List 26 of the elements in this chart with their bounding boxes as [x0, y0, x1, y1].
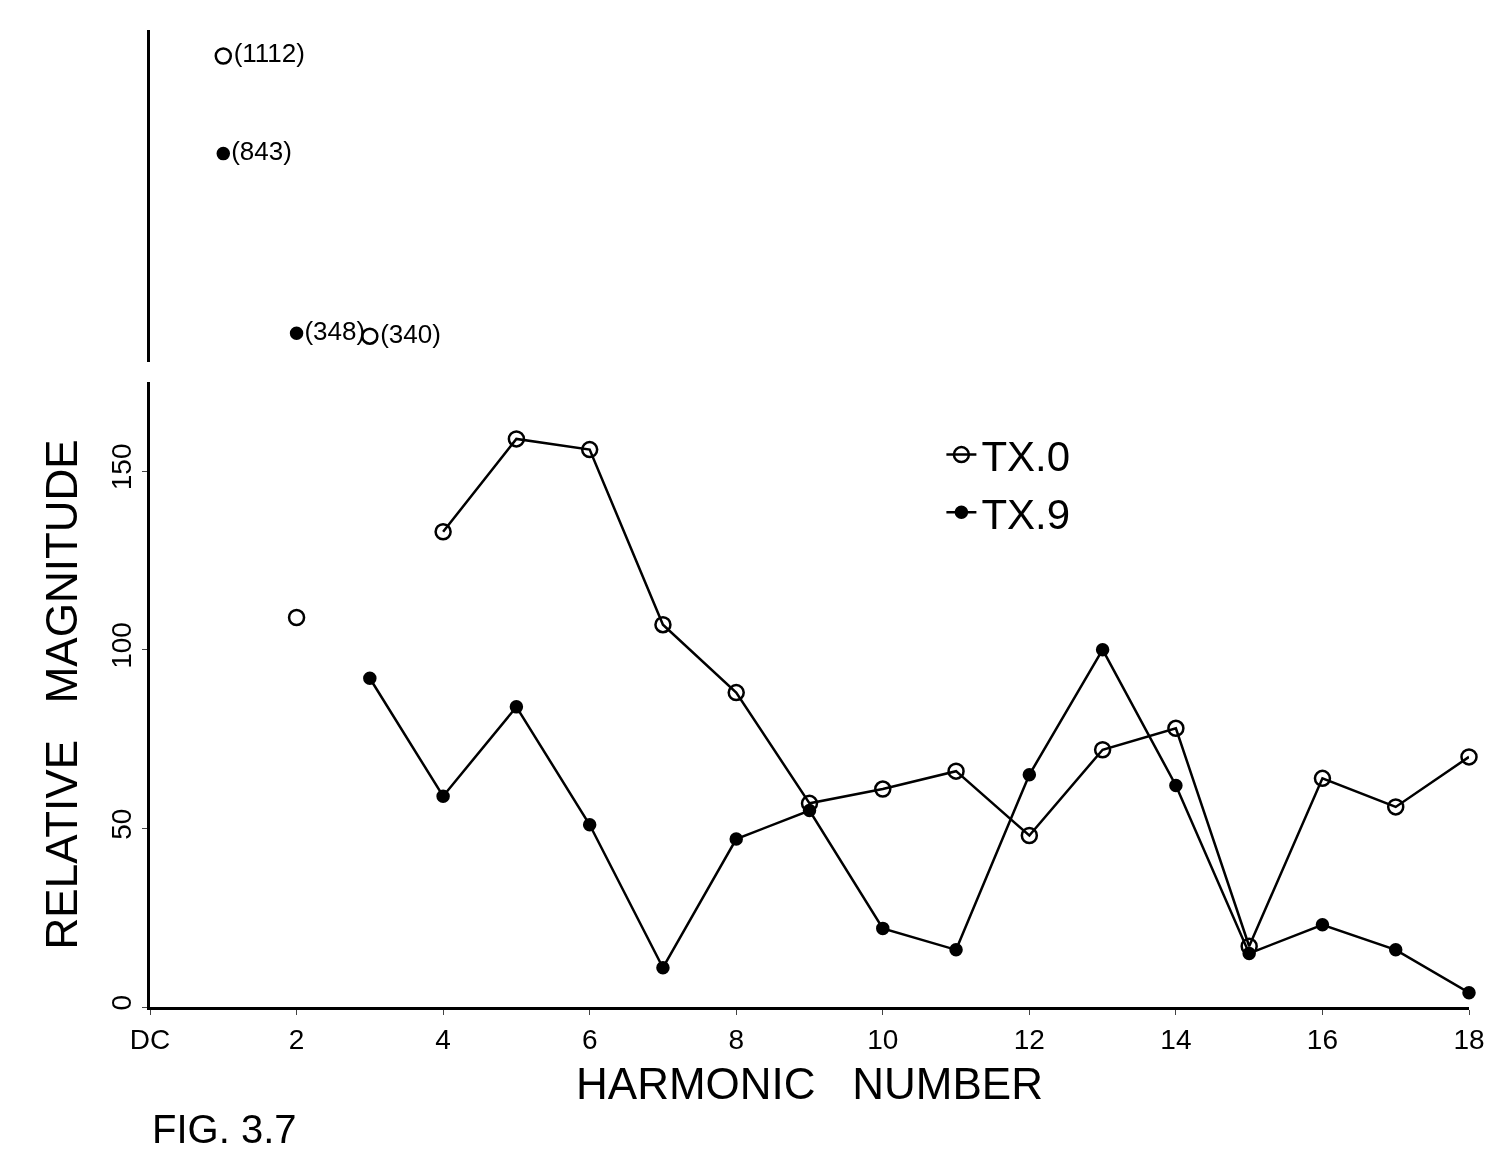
x-tick-label: 14	[1160, 1023, 1192, 1055]
point	[214, 47, 233, 65]
point	[289, 326, 304, 341]
x-tick-label: 4	[435, 1023, 451, 1055]
x-tick-label: 16	[1306, 1023, 1339, 1055]
y-tick-label: 150	[105, 443, 137, 491]
data-label: (843)	[231, 136, 292, 167]
data-label: (1112)	[233, 38, 305, 69]
x-tick-label: 12	[1013, 1023, 1045, 1055]
data-label: (348)	[304, 315, 366, 346]
y-tick-label: 50	[105, 808, 137, 840]
x-tick-label: 8	[728, 1023, 745, 1055]
x-axis-title: HARMONIC NUMBER	[576, 1058, 1043, 1108]
caption: FIG. 3.7	[152, 1107, 297, 1151]
x-tick-label: 10	[867, 1023, 899, 1055]
x-tick-label: 18	[1453, 1023, 1485, 1055]
point	[216, 146, 231, 161]
x-tick-label: 6	[581, 1023, 598, 1055]
legend-label: TX.9	[981, 490, 1071, 538]
x-tick-label: 2	[288, 1023, 305, 1055]
y-tick-label: 100	[105, 622, 137, 669]
legend-label: TX.0	[981, 432, 1071, 480]
data-label: (340)	[380, 318, 441, 349]
y-tick-label: 0	[105, 995, 137, 1011]
x-tick-label: DC	[129, 1023, 171, 1055]
y-axis-title: RELATIVE MAGNITUDE	[36, 439, 86, 950]
